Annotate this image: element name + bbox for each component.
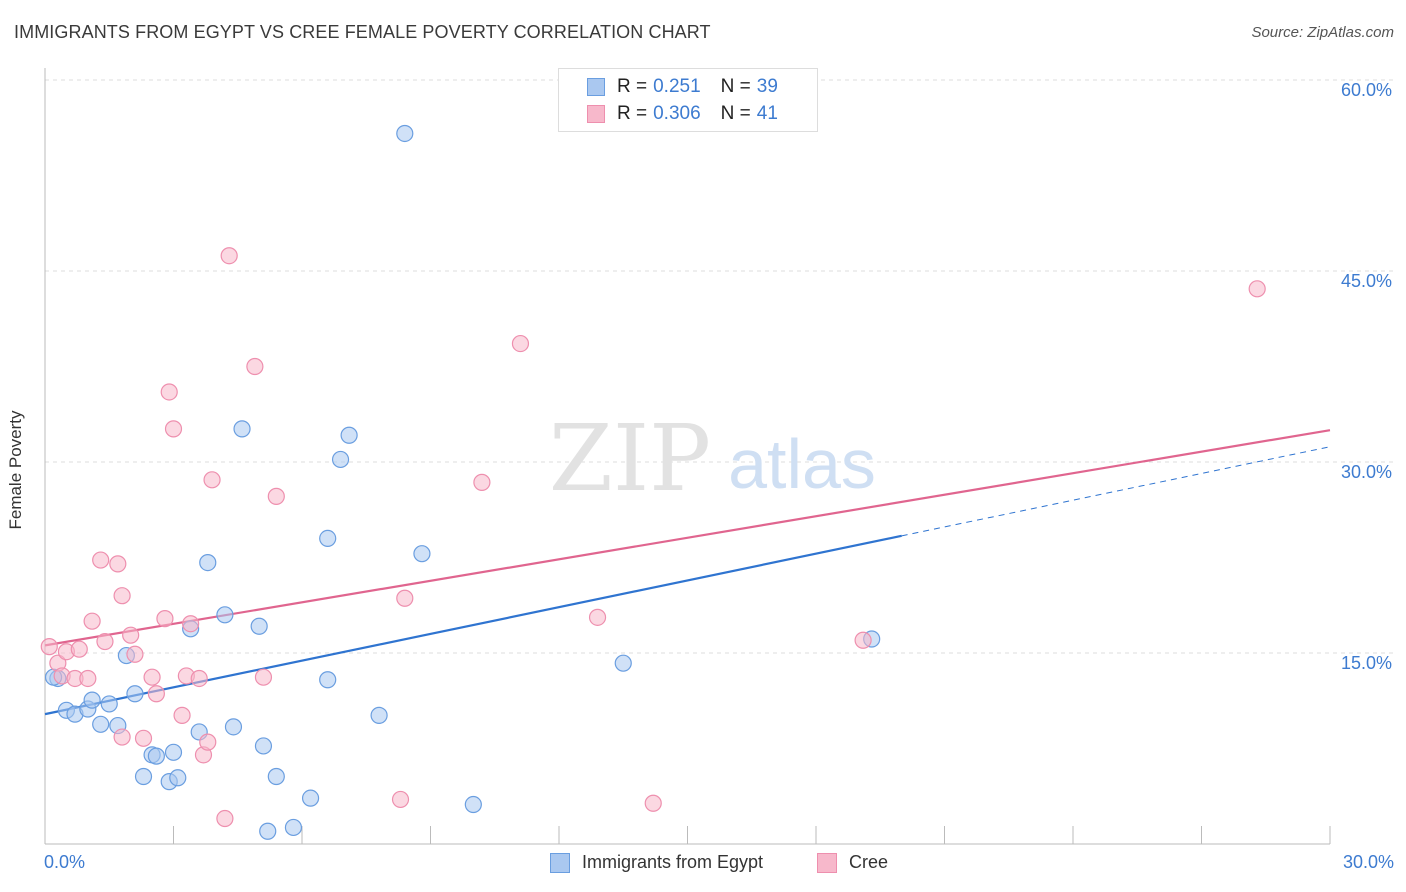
- correlation-legend: R = 0.251 N = 39 R = 0.306 N = 41: [558, 68, 818, 132]
- x-tick-max: 30.0%: [1342, 852, 1394, 872]
- egypt-point: [254, 737, 273, 755]
- cree-point: [644, 794, 662, 812]
- cree-point: [143, 668, 161, 686]
- cree-point: [216, 809, 234, 828]
- egypt-point: [100, 695, 118, 713]
- cree-point: [164, 420, 183, 438]
- cree-point: [254, 668, 273, 686]
- y-tick-label: 15.0%: [1340, 653, 1392, 673]
- chart-title: IMMIGRANTS FROM EGYPT VS CREE FEMALE POV…: [14, 22, 711, 42]
- cree-point: [588, 608, 607, 626]
- cree-point: [147, 685, 165, 703]
- bottom-legend-label-egypt: Immigrants from Egypt: [582, 852, 764, 872]
- egypt-point: [199, 553, 217, 572]
- bottom-legend-swatch-cree: [817, 852, 837, 873]
- egypt-point: [134, 767, 153, 786]
- watermark: ZIP atlas: [549, 405, 876, 512]
- cree-point: [182, 615, 200, 633]
- egypt-point: [259, 822, 277, 840]
- egypt-point: [319, 529, 337, 548]
- cree-point: [109, 555, 127, 573]
- legend-n-value: 39: [756, 76, 778, 97]
- legend-swatch-cree: [587, 105, 605, 123]
- bottom-legend-swatch-egypt: [550, 852, 570, 873]
- egypt-point: [267, 767, 285, 786]
- cree-point: [79, 669, 97, 688]
- x-tick-min: 0.0%: [44, 852, 86, 872]
- egypt-trend-line: [44, 534, 902, 716]
- egypt-point: [126, 685, 144, 703]
- egypt-point: [319, 671, 337, 689]
- legend-r-label: R =: [617, 103, 648, 124]
- y-tick-label: 45.0%: [1340, 271, 1392, 291]
- cree-point: [126, 645, 144, 663]
- cree-point: [199, 733, 217, 751]
- legend-n-value: 41: [756, 103, 778, 124]
- egypt-point: [614, 654, 632, 672]
- egypt-point: [169, 769, 187, 787]
- watermark-zip: ZIP: [549, 405, 711, 512]
- cree-point: [113, 587, 131, 605]
- cree-point: [203, 471, 221, 489]
- legend-row-egypt: R = 0.251 N = 39: [587, 76, 778, 98]
- legend-swatch-egypt: [587, 78, 605, 96]
- cree-point: [122, 626, 140, 644]
- egypt-point: [216, 606, 234, 624]
- legend-row-cree: R = 0.306 N = 41: [587, 103, 778, 125]
- data-points: [40, 124, 1266, 840]
- egypt-point: [284, 818, 303, 837]
- cree-point: [511, 334, 530, 353]
- cree-point: [83, 612, 101, 630]
- egypt-point: [396, 124, 414, 143]
- cree-point: [1248, 280, 1266, 298]
- egypt-point: [83, 691, 101, 709]
- cree-point: [134, 729, 153, 747]
- cree-point: [173, 706, 191, 724]
- legend-n-label: N =: [720, 76, 751, 97]
- legend-n-label: N =: [720, 103, 751, 124]
- egypt-point: [250, 617, 268, 635]
- chart-source: Source: ZipAtlas.com: [1251, 24, 1394, 41]
- bottom-legend-label-cree: Cree: [849, 852, 889, 872]
- y-tick-label: 30.0%: [1340, 462, 1392, 482]
- egypt-point: [413, 545, 431, 563]
- egypt-point: [92, 715, 110, 733]
- cree-point: [267, 487, 285, 505]
- bottom-legend-cree: Cree: [817, 852, 888, 873]
- cree-point: [160, 383, 178, 401]
- legend-r-value: 0.306: [653, 103, 701, 124]
- cree-point: [113, 728, 131, 746]
- trend-lines: [44, 429, 1331, 716]
- cree-point: [396, 589, 414, 607]
- watermark-atlas: atlas: [728, 425, 876, 503]
- legend-r-value: 0.251: [653, 76, 701, 97]
- cree-point: [70, 640, 88, 658]
- egypt-point: [224, 718, 243, 736]
- y-tick-label: 60.0%: [1340, 80, 1392, 100]
- egypt-point: [340, 426, 358, 444]
- egypt-point: [464, 795, 482, 814]
- cree-point: [40, 638, 58, 656]
- egypt-point: [301, 789, 320, 807]
- bottom-legend-egypt: Immigrants from Egypt: [550, 852, 763, 873]
- cree-point: [854, 631, 872, 649]
- cree-point: [92, 551, 110, 569]
- egypt-trend-extension: [901, 446, 1331, 537]
- legend-r-label: R =: [617, 76, 648, 97]
- egypt-point: [331, 450, 350, 469]
- egypt-point: [370, 706, 388, 724]
- axes: [44, 68, 1331, 845]
- cree-point: [246, 357, 264, 376]
- cree-point: [156, 610, 174, 628]
- egypt-point: [233, 420, 251, 438]
- cree-point: [190, 669, 208, 688]
- cree-point: [220, 247, 238, 265]
- cree-point: [96, 632, 114, 651]
- cree-point: [473, 473, 491, 491]
- cree-point: [391, 790, 410, 809]
- cree-trend-line: [44, 429, 1331, 647]
- egypt-point: [164, 743, 183, 761]
- egypt-point: [147, 747, 165, 765]
